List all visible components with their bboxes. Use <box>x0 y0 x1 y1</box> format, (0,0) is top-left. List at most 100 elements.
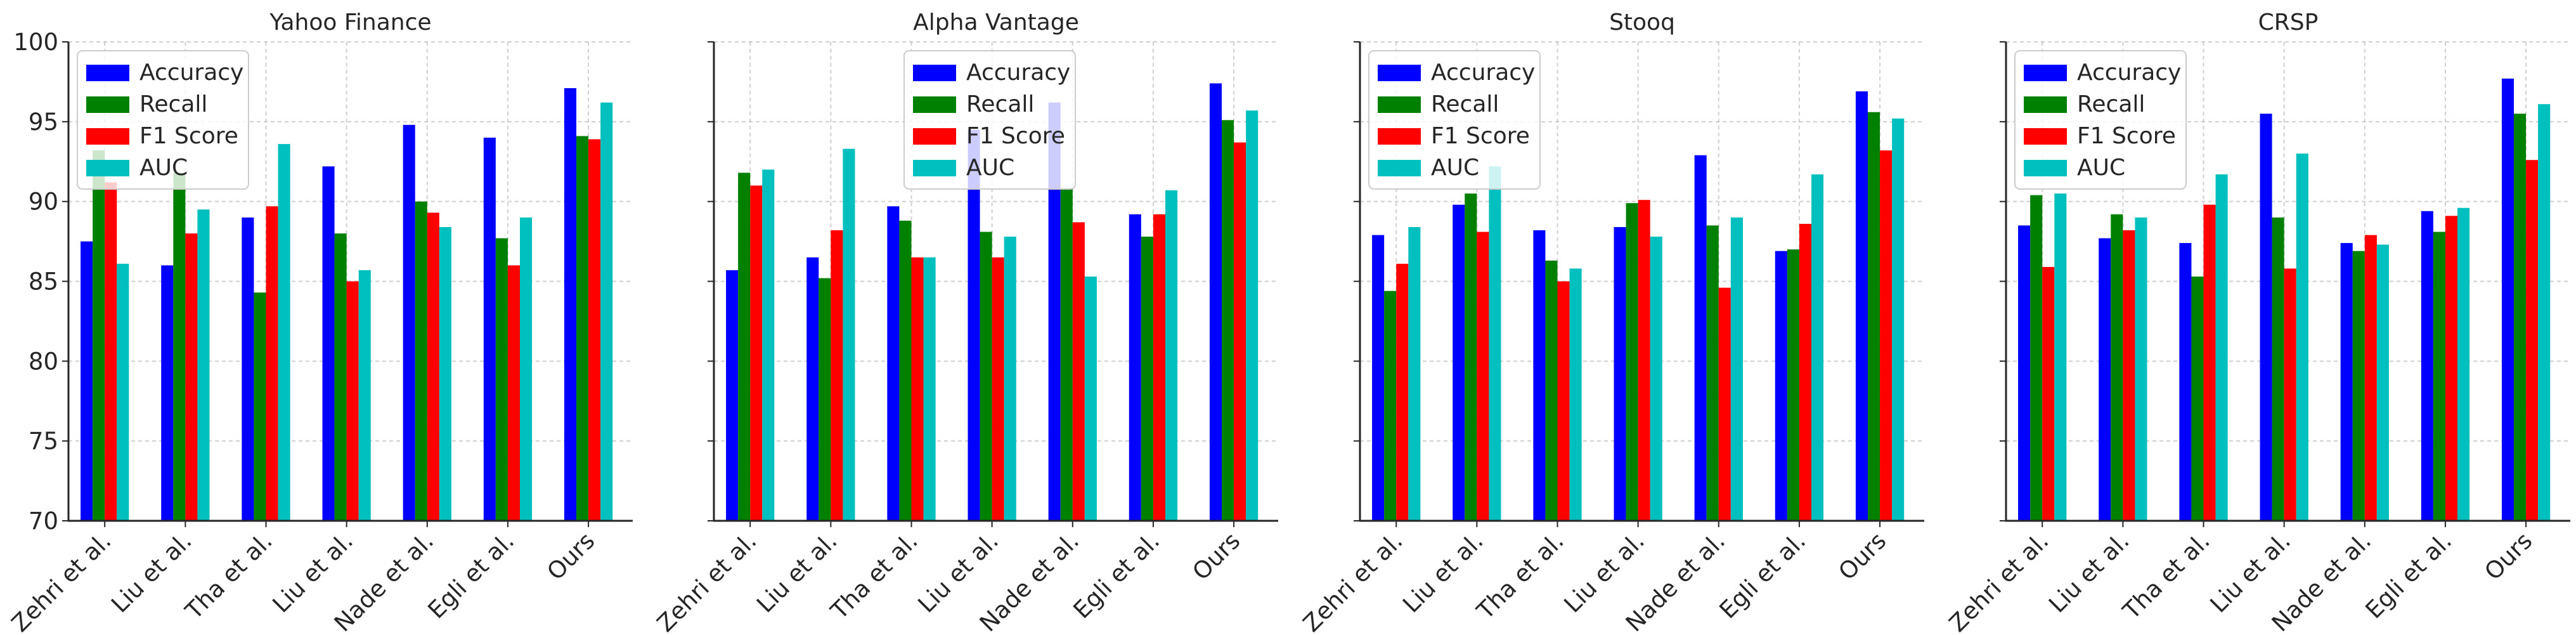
bar-accuracy <box>1048 102 1061 521</box>
bar-f1-score <box>2042 266 2055 521</box>
bar-accuracy <box>1129 214 1141 521</box>
bar-auc <box>1246 110 1259 521</box>
bar-f1-score <box>507 265 520 521</box>
x-tick-label: Egli et al. <box>1714 527 1811 624</box>
bar-recall <box>1706 225 1719 521</box>
bar-recall <box>415 201 427 521</box>
bar-auc <box>843 148 855 521</box>
legend-box <box>77 50 249 190</box>
bar-f1-score <box>1638 200 1650 521</box>
bar-accuracy <box>2501 78 2514 521</box>
bar-recall <box>173 173 186 521</box>
bar-accuracy <box>483 138 496 521</box>
x-tick-label: Egli et al. <box>1068 527 1165 624</box>
legend-label-accuracy: Accuracy <box>139 60 243 86</box>
legend-label-f1-score: F1 Score <box>2077 123 2176 149</box>
bar-recall <box>899 220 912 521</box>
legend-swatch-recall <box>913 96 956 113</box>
bar-recall <box>819 278 831 521</box>
bar-f1-score <box>2526 160 2539 521</box>
bar-accuracy <box>1372 235 1385 521</box>
bar-auc <box>1004 237 1016 521</box>
x-tick-label: Ours <box>541 527 600 586</box>
chart-title: Stooq <box>1609 10 1675 36</box>
bar-accuracy <box>1614 226 1626 521</box>
bar-f1-score <box>750 185 763 521</box>
bar-f1-score <box>1880 150 1893 521</box>
bar-accuracy <box>1775 251 1787 521</box>
legend-label-auc: AUC <box>1431 155 1479 181</box>
bar-auc <box>1650 237 1662 521</box>
bar-recall <box>1545 260 1558 521</box>
bar-auc <box>278 144 290 521</box>
bars <box>81 88 613 521</box>
bar-auc <box>2135 217 2147 521</box>
bar-auc <box>923 257 936 521</box>
legend-swatch-recall <box>1378 96 1421 113</box>
legend-swatch-f1-score <box>1378 128 1421 145</box>
chart-panel-alpha-vantage: Zehri et al.Liu et al.Tha et al.Liu et a… <box>652 10 1278 635</box>
bar-recall <box>1141 237 1153 521</box>
bar-recall <box>1384 291 1397 521</box>
legend-label-auc: AUC <box>139 155 188 181</box>
bar-auc <box>762 169 775 521</box>
bar-recall <box>2352 251 2365 521</box>
chart-title: Yahoo Finance <box>269 10 431 36</box>
bar-recall <box>1626 203 1638 521</box>
legend-label-recall: Recall <box>2077 91 2145 117</box>
bar-accuracy <box>2260 114 2272 521</box>
bar-f1-score <box>2445 216 2457 521</box>
bar-auc <box>1730 217 1743 521</box>
legend-swatch-auc <box>86 160 129 176</box>
chart-panel-crsp: Zehri et al.Liu et al.Tha et al.Liu et a… <box>1944 10 2570 635</box>
bar-f1-score <box>588 139 601 521</box>
bar-accuracy <box>322 166 335 521</box>
x-tick-label: Zehri et al. <box>652 527 762 635</box>
bar-f1-score <box>1799 223 1811 521</box>
bar-auc <box>1084 276 1097 521</box>
x-tick-label: Ours <box>1833 527 1891 586</box>
bar-f1-score <box>2284 268 2296 521</box>
legend-swatch-auc <box>1378 160 1421 176</box>
y-tick-label: 95 <box>29 108 58 136</box>
bar-f1-score <box>1557 281 1570 521</box>
y-tick-label: 90 <box>29 188 58 216</box>
legend-swatch-f1-score <box>2024 128 2067 145</box>
bar-auc <box>358 270 371 521</box>
bar-accuracy <box>2340 243 2353 521</box>
bar-f1-score <box>346 281 359 521</box>
x-tick-label: Tha et al. <box>180 527 278 625</box>
bar-recall <box>2191 276 2204 521</box>
y-tick-label: 100 <box>13 29 58 56</box>
legend-label-recall: Recall <box>1431 91 1499 117</box>
x-tick-label: Tha et al. <box>2118 527 2215 625</box>
legend-swatch-accuracy <box>913 65 956 81</box>
legend-label-f1-score: F1 Score <box>139 123 238 149</box>
bar-recall <box>2433 232 2445 521</box>
bar-auc <box>1165 190 1178 521</box>
bar-recall <box>2272 217 2284 521</box>
bar-accuracy <box>403 124 415 521</box>
x-tick-label: Ours <box>2479 527 2537 586</box>
x-tick-label: Egli et al. <box>2360 527 2457 624</box>
bar-accuracy <box>564 88 576 521</box>
bar-recall <box>1465 193 1477 521</box>
legend-box <box>903 50 1076 190</box>
bar-recall <box>1222 120 1234 521</box>
chart-panel-stooq: Zehri et al.Liu et al.Tha et al.Liu et a… <box>1298 10 1924 635</box>
bar-accuracy <box>1453 204 1465 521</box>
legend-box <box>1368 50 1541 190</box>
bar-accuracy <box>1855 91 1868 521</box>
bar-f1-score <box>105 182 117 521</box>
bar-accuracy <box>81 241 93 521</box>
bar-recall <box>2030 195 2043 521</box>
bar-auc <box>2376 244 2389 521</box>
bar-auc <box>197 209 210 521</box>
bar-auc <box>2215 174 2228 521</box>
bar-f1-score <box>831 230 843 521</box>
bar-auc <box>2538 104 2551 521</box>
legend-label-recall: Recall <box>966 91 1034 117</box>
legend-swatch-accuracy <box>86 65 129 81</box>
bar-recall <box>1060 188 1073 521</box>
